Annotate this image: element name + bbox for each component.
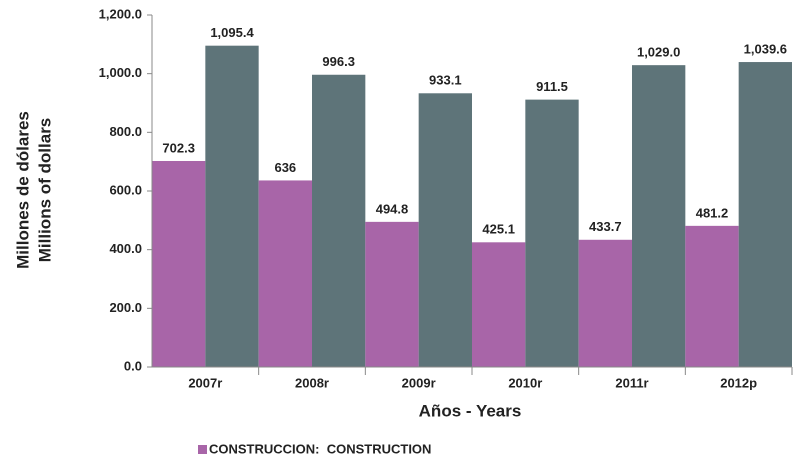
bar <box>418 93 472 368</box>
data-label: 1,095.4 <box>210 25 254 40</box>
x-tick-label: 2009r <box>402 375 436 390</box>
x-tick-label: 2007r <box>188 375 222 390</box>
x-tick-label: 2011r <box>615 375 648 390</box>
y-tick-label: 600.0 <box>109 182 142 197</box>
data-label: 911.5 <box>536 79 568 94</box>
bar <box>312 74 366 367</box>
bar <box>152 160 206 367</box>
data-label: 1,039.6 <box>744 41 787 56</box>
data-label: 702.3 <box>162 140 195 155</box>
bar <box>365 221 419 367</box>
x-tick-label: 2010r <box>508 375 542 390</box>
y-tick-label: 200.0 <box>109 300 142 315</box>
bar <box>632 65 686 367</box>
y-tick-label: 800.0 <box>109 124 142 139</box>
legend-swatch <box>198 445 207 454</box>
y-tick-label: 1,200.0 <box>99 6 142 21</box>
bar <box>472 242 526 367</box>
bar <box>578 239 632 367</box>
y-tick-label: 1,000.0 <box>99 65 142 80</box>
data-label: 933.1 <box>429 73 462 88</box>
x-tick-label: 2012p <box>720 375 757 390</box>
y-tick-label: 0.0 <box>124 358 142 373</box>
data-label: 481.2 <box>696 205 729 220</box>
bar <box>525 99 579 368</box>
data-label: 433.7 <box>589 219 622 234</box>
data-label: 636 <box>274 160 296 175</box>
y-axis-title: Millions of dollars <box>35 118 54 263</box>
bar <box>685 225 739 367</box>
data-label: 425.1 <box>482 222 515 237</box>
y-tick-label: 400.0 <box>109 241 142 256</box>
data-label: 1,029.0 <box>637 45 680 60</box>
data-label: 494.8 <box>376 201 409 216</box>
bar <box>258 180 312 367</box>
data-label: 996.3 <box>322 54 355 69</box>
x-axis-title: Años - Years <box>419 401 522 420</box>
legend-label: CONSTRUCCION: CONSTRUCTION <box>209 441 431 456</box>
bar <box>738 62 792 368</box>
bar <box>205 45 259 367</box>
y-axis-title: Millones de dólares <box>13 111 32 269</box>
x-tick-label: 2008r <box>295 375 329 390</box>
